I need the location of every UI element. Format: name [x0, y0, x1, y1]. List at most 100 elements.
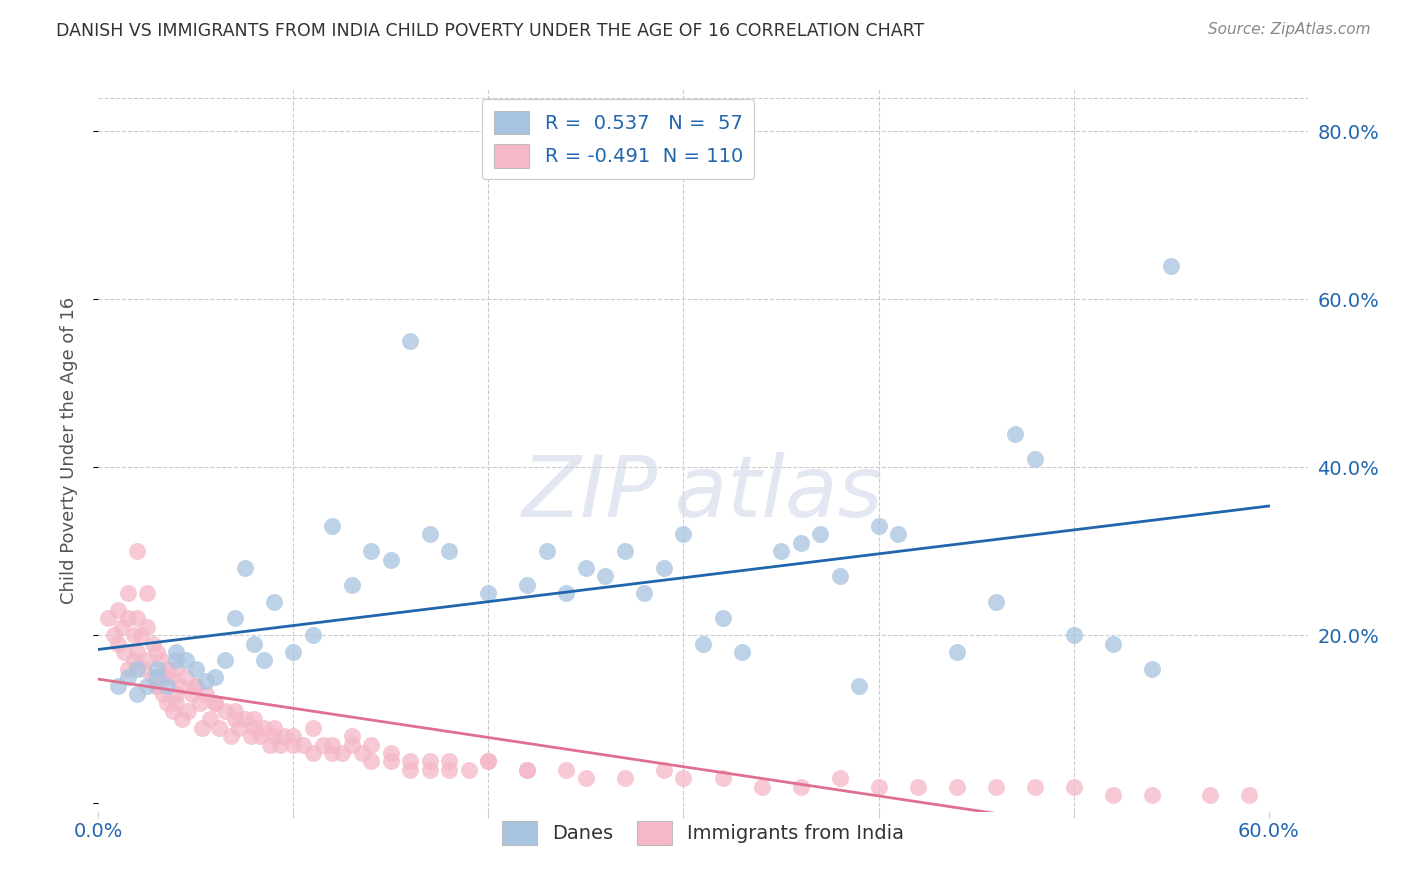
Point [174, 653, 197, 667]
Point [868, 519, 890, 533]
Point [97, 611, 120, 625]
Point [127, 645, 149, 659]
Point [419, 754, 441, 768]
Point [477, 754, 499, 768]
Point [219, 729, 242, 743]
Point [165, 645, 187, 659]
Point [259, 738, 281, 752]
Point [652, 561, 675, 575]
Point [751, 780, 773, 794]
Point [302, 628, 325, 642]
Point [399, 334, 422, 349]
Point [132, 662, 155, 676]
Point [122, 653, 145, 667]
Point [711, 611, 734, 625]
Point [136, 620, 159, 634]
Point [711, 771, 734, 785]
Point [555, 763, 578, 777]
Point [165, 653, 187, 667]
Point [177, 704, 200, 718]
Point [165, 696, 187, 710]
Point [152, 687, 174, 701]
Point [122, 628, 145, 642]
Point [263, 729, 285, 743]
Point [243, 637, 266, 651]
Point [808, 527, 831, 541]
Point [142, 670, 165, 684]
Text: ZIP atlas: ZIP atlas [522, 452, 884, 535]
Point [233, 561, 256, 575]
Point [692, 637, 714, 651]
Point [516, 578, 538, 592]
Point [169, 679, 191, 693]
Point [1199, 788, 1222, 802]
Point [136, 653, 159, 667]
Point [907, 780, 929, 794]
Point [127, 662, 149, 676]
Point [107, 603, 129, 617]
Point [1004, 426, 1026, 441]
Point [111, 620, 134, 634]
Point [224, 712, 246, 726]
Point [340, 729, 363, 743]
Point [984, 780, 1007, 794]
Point [263, 721, 285, 735]
Point [117, 670, 139, 684]
Point [269, 738, 291, 752]
Point [149, 653, 172, 667]
Point [1063, 628, 1085, 642]
Point [253, 721, 276, 735]
Point [595, 569, 617, 583]
Point [477, 754, 499, 768]
Point [194, 674, 217, 689]
Point [887, 527, 910, 541]
Point [380, 746, 402, 760]
Point [477, 586, 499, 600]
Point [1063, 780, 1085, 794]
Point [146, 670, 169, 684]
Point [146, 662, 169, 676]
Point [136, 679, 159, 693]
Point [1140, 788, 1163, 802]
Point [439, 763, 461, 777]
Point [536, 544, 558, 558]
Point [204, 696, 226, 710]
Point [312, 738, 335, 752]
Point [156, 670, 179, 684]
Point [146, 645, 169, 659]
Point [984, 595, 1007, 609]
Point [283, 738, 305, 752]
Point [672, 527, 695, 541]
Point [360, 544, 382, 558]
Point [1101, 637, 1123, 651]
Point [174, 670, 197, 684]
Point [243, 721, 266, 735]
Point [1024, 780, 1046, 794]
Point [633, 586, 655, 600]
Point [330, 746, 353, 760]
Point [945, 780, 967, 794]
Point [789, 780, 811, 794]
Point [302, 721, 325, 735]
Legend: Danes, Immigrants from India: Danes, Immigrants from India [494, 814, 912, 853]
Point [399, 763, 422, 777]
Point [868, 780, 890, 794]
Point [159, 670, 181, 684]
Point [380, 552, 402, 566]
Point [165, 662, 187, 676]
Point [208, 721, 231, 735]
Point [1160, 259, 1182, 273]
Point [360, 738, 382, 752]
Point [302, 746, 325, 760]
Point [103, 628, 125, 642]
Point [146, 679, 169, 693]
Point [360, 754, 382, 768]
Point [419, 763, 441, 777]
Point [321, 519, 343, 533]
Point [228, 721, 250, 735]
Point [848, 679, 870, 693]
Point [340, 578, 363, 592]
Point [214, 704, 236, 718]
Point [575, 561, 598, 575]
Point [1237, 788, 1260, 802]
